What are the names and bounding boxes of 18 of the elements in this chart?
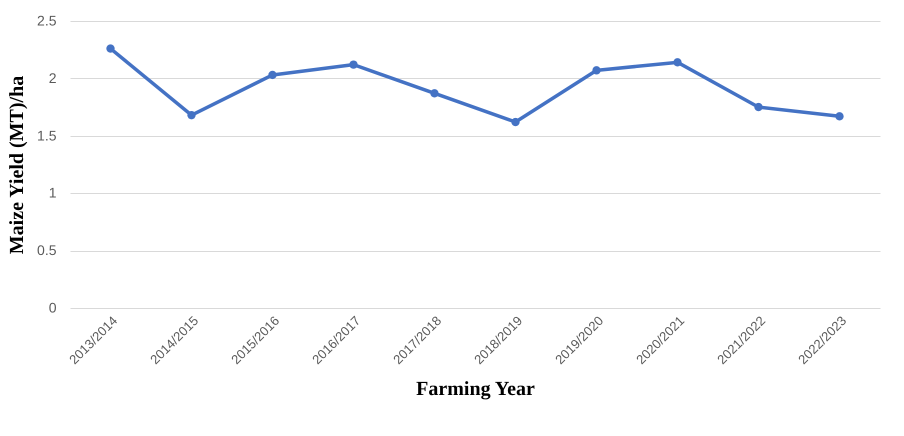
point xyxy=(268,70,277,80)
point xyxy=(511,118,520,126)
y-tick-label: 2 xyxy=(48,70,57,86)
point xyxy=(106,44,115,53)
point xyxy=(592,66,601,75)
point xyxy=(430,89,439,98)
point xyxy=(835,112,844,120)
y-tick-label: 1.5 xyxy=(37,127,57,144)
y-axis-title: Maize Yield (MT)/ha xyxy=(6,76,28,254)
y-tick-label: 1 xyxy=(48,184,57,201)
x-axis-title: Farming Year xyxy=(416,378,535,400)
y-tick-label: 0 xyxy=(48,300,57,316)
point xyxy=(673,58,682,67)
y-tick-label: 2.5 xyxy=(37,12,57,28)
y-tick-label: 0.5 xyxy=(37,242,57,258)
point xyxy=(187,110,196,120)
point xyxy=(349,60,358,69)
point xyxy=(754,102,763,112)
